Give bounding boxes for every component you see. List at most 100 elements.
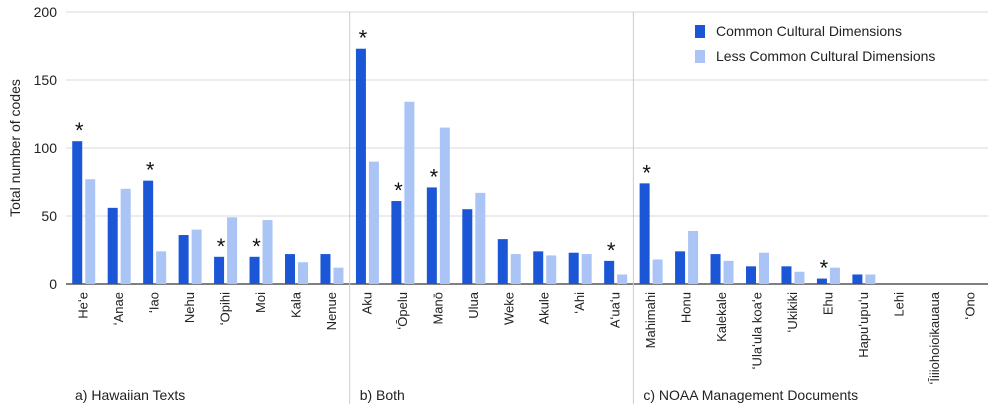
legend: Common Cultural Dimensions Less Common Cu… <box>695 23 935 64</box>
bar-less-common <box>120 188 131 284</box>
bar-less-common <box>404 101 415 284</box>
x-tick-label: Lehi <box>891 292 906 317</box>
bar-less-common <box>723 260 734 284</box>
bar-less-common <box>475 192 486 284</box>
y-tick-label: 150 <box>34 72 58 88</box>
bar-common <box>568 252 579 284</box>
x-tick-label: Honu <box>679 292 694 323</box>
significance-star: * <box>146 158 155 183</box>
bar-common <box>604 260 615 284</box>
x-tick-labels: Heʻe ʻAnae ʻIao Nehu ʻOpihi Moi Kala Nenue Aku ʻŌ… <box>76 291 978 384</box>
bar-less-common <box>688 230 699 284</box>
significance-star: * <box>607 238 616 263</box>
bar-less-common <box>865 274 876 284</box>
group-label: c) NOAA Management Documents <box>643 387 858 403</box>
bar-less-common <box>652 259 663 284</box>
significance-star: * <box>217 234 226 259</box>
bar-common <box>107 207 118 284</box>
x-tick-label: Akule <box>537 292 552 325</box>
x-tick-label: Aʻuaʻu <box>608 292 623 328</box>
bar-common <box>462 209 473 284</box>
bar-common <box>710 254 721 284</box>
bar-less-common <box>368 161 379 284</box>
x-tick-label: Manō <box>430 292 445 325</box>
significance-star: * <box>394 178 403 203</box>
legend-label: Less Common Cultural Dimensions <box>716 48 935 64</box>
x-tick-label: ʻĪiiiohoioikauaua <box>927 291 942 384</box>
x-tick-label: Weke <box>501 292 516 325</box>
bar-less-common <box>510 254 521 284</box>
group-separators <box>349 12 634 404</box>
group-label: b) Both <box>360 387 405 403</box>
x-tick-label: Ulua <box>466 291 481 319</box>
bar-less-common <box>759 252 769 284</box>
bar-common <box>426 187 437 284</box>
bar-common <box>214 256 225 284</box>
bar-common <box>781 266 792 284</box>
bar-common <box>852 274 863 284</box>
x-tick-label: ʻAhi <box>572 292 587 314</box>
significance-star: * <box>430 164 439 189</box>
bar-common <box>746 266 756 284</box>
bar-common <box>816 278 827 284</box>
x-tick-label: ʻUlaʻula koaʻe <box>750 292 765 369</box>
bar-common <box>639 183 650 284</box>
bar-common <box>497 239 508 284</box>
bar-less-common <box>794 271 805 284</box>
bars <box>72 48 876 284</box>
y-axis: 0 50 100 150 200 <box>34 4 58 292</box>
bar-less-common <box>85 179 96 284</box>
x-tick-label: ʻOpihi <box>218 292 233 325</box>
x-tick-label: Nehu <box>182 292 197 323</box>
y-tick-label: 100 <box>34 140 58 156</box>
bar-common <box>143 180 154 284</box>
bar-less-common <box>191 229 202 284</box>
x-tick-label: ʻŌpelu <box>395 292 410 330</box>
bar-common <box>72 141 83 284</box>
x-tick-label: Hapuʻupuʻu <box>856 292 871 358</box>
significance-star: * <box>252 234 261 259</box>
x-tick-label: ʻIao <box>147 292 162 313</box>
x-tick-label: Heʻe <box>76 292 91 319</box>
bar-less-common <box>439 127 450 284</box>
y-tick-label: 50 <box>41 208 57 224</box>
group-label: a) Hawaiian Texts <box>75 387 185 403</box>
significance-star: * <box>359 26 368 51</box>
significance-star: * <box>642 160 651 185</box>
bar-less-common <box>333 267 344 284</box>
x-tick-label: Nenue <box>324 292 339 330</box>
bar-common <box>675 251 686 284</box>
x-tick-label: ʻUkikiki <box>785 292 800 333</box>
significance-star: * <box>820 256 829 281</box>
bar-common <box>391 201 402 284</box>
x-tick-label: Moi <box>253 292 268 313</box>
group-labels: a) Hawaiian Texts b) Both c) NOAA Manageme… <box>75 387 858 403</box>
x-tick-label: Ehu <box>820 292 835 315</box>
bar-less-common <box>298 262 308 284</box>
legend-swatch <box>695 50 705 63</box>
legend-label: Common Cultural Dimensions <box>716 23 902 39</box>
bar-less-common <box>262 220 273 284</box>
y-tick-label: 200 <box>34 4 58 20</box>
bar-less-common <box>546 255 557 284</box>
x-tick-label: Mahimahi <box>643 292 658 348</box>
x-tick-label: ʻOno <box>962 292 977 319</box>
bar-less-common <box>829 267 840 284</box>
significance-star: * <box>75 118 84 143</box>
bar-common <box>355 48 366 284</box>
x-tick-label: Kalekale <box>714 292 729 342</box>
bar-less-common <box>156 251 167 284</box>
x-tick-label: Aku <box>359 292 374 314</box>
legend-swatch <box>695 25 705 38</box>
bar-common <box>285 254 295 284</box>
bar-common <box>533 251 544 284</box>
bar-less-common <box>227 217 238 284</box>
bar-common <box>320 254 331 284</box>
x-tick-label: Kala <box>289 291 304 318</box>
y-tick-label: 0 <box>49 276 57 292</box>
bar-common <box>178 235 189 284</box>
x-tick-label: ʻAnae <box>111 292 126 325</box>
significance-markers: * * * * * * * * * * <box>75 26 829 281</box>
y-axis-label: Total number of codes <box>7 79 23 217</box>
